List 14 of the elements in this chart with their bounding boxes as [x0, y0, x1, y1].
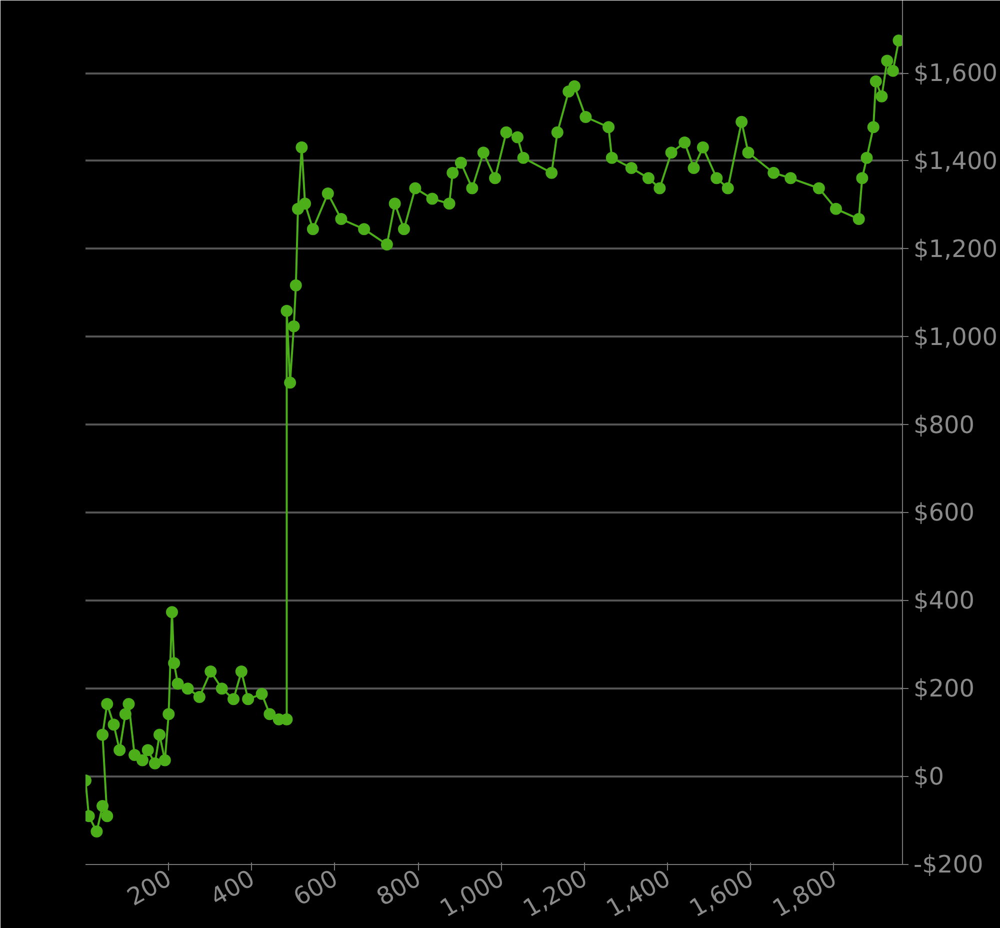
x-tick-label: 600 — [288, 864, 342, 912]
x-tick-label: 800 — [372, 864, 426, 912]
y-tick-label: $1,400 — [914, 146, 998, 175]
x-tick-label: 400 — [206, 864, 260, 912]
y-tick-label: $1,200 — [914, 234, 998, 263]
y-tick-label: $600 — [914, 498, 975, 527]
y-tick-label: -$200 — [914, 850, 984, 878]
x-tick-label: 200 — [122, 864, 176, 912]
y-tick-label: $1,000 — [914, 322, 998, 351]
y-tick-label: $1,600 — [914, 59, 998, 88]
y-tick-label: $200 — [914, 674, 975, 703]
y-tick-label: $0 — [914, 762, 944, 791]
y-tick-label: $400 — [914, 586, 975, 615]
y-tick-label: $800 — [914, 410, 975, 439]
